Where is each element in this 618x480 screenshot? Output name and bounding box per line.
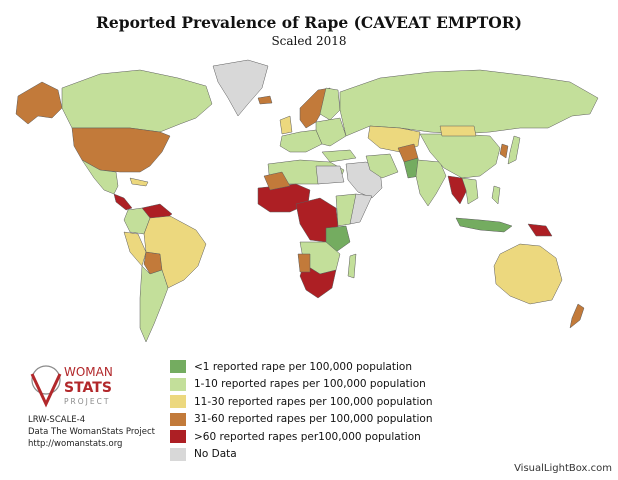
region-turkey [321, 149, 357, 163]
region-brazil [143, 215, 207, 289]
legend-item: 11-30 reported rapes per 100,000 populat… [170, 393, 432, 411]
legend-label: >60 reported rapes per100,000 population [194, 430, 421, 443]
region-namibia [297, 253, 311, 273]
region-central-america [113, 193, 133, 211]
legend-label: 11-30 reported rapes per 100,000 populat… [194, 395, 433, 408]
region-japan [507, 135, 521, 165]
region-iran [365, 153, 399, 179]
region-india [415, 159, 447, 207]
info-block: LRW-SCALE-4 Data The WomanStats Project … [28, 414, 155, 450]
region-sahel [263, 171, 291, 191]
credit-link[interactable]: VisualLightBox.com [514, 463, 612, 474]
legend-swatch [170, 395, 186, 409]
legend: <1 reported rape per 100,000 population 1… [170, 358, 432, 463]
region-indochina [461, 177, 479, 205]
region-east-africa [325, 225, 351, 253]
region-alaska [15, 81, 63, 125]
legend-swatch [170, 360, 186, 374]
logo-line1: WOMAN [64, 365, 113, 379]
region-southeast-asia [447, 175, 469, 205]
legend-item: 31-60 reported rapes per 100,000 populat… [170, 411, 432, 429]
scale-code: LRW-SCALE-4 [28, 415, 86, 425]
legend-item: <1 reported rape per 100,000 population [170, 358, 432, 376]
region-east-europe [315, 117, 347, 147]
region-southern-cone [139, 265, 169, 343]
legend-item: >60 reported rapes per100,000 population [170, 428, 432, 446]
legend-label: 1-10 reported rapes per 100,000 populati… [194, 378, 426, 391]
region-new-zealand [569, 303, 585, 329]
region-libya [315, 165, 345, 185]
legend-item: No Data [170, 446, 432, 464]
world-map-svg [15, 59, 599, 343]
source-url: http://womanstats.org [28, 439, 123, 449]
legend-item: 1-10 reported rapes per 100,000 populati… [170, 376, 432, 394]
region-png [527, 223, 553, 237]
region-indonesia [455, 217, 513, 233]
legend-swatch [170, 377, 186, 391]
region-mongolia [439, 125, 477, 137]
region-finland [319, 87, 341, 121]
region-somalia [349, 193, 373, 225]
world-map [0, 48, 618, 348]
map-title: Reported Prevalence of Rape (CAVEAT EMPT… [96, 13, 522, 32]
region-peru [123, 231, 147, 267]
logo-line3: PROJECT [64, 397, 110, 406]
region-caribbean [129, 177, 149, 187]
region-canada [61, 69, 213, 133]
region-west-europe [279, 129, 323, 153]
logo-line2: STATS [64, 380, 112, 396]
data-source: Data The WomanStats Project [28, 427, 155, 437]
map-subtitle: Scaled 2018 [271, 34, 347, 48]
region-korea [499, 143, 509, 159]
region-south-africa [299, 263, 337, 299]
legend-label: 31-60 reported rapes per 100,000 populat… [194, 413, 433, 426]
region-mexico [81, 159, 119, 195]
legend-swatch [170, 412, 186, 426]
region-australia [493, 243, 563, 305]
legend-label: No Data [194, 448, 237, 461]
region-iceland [257, 95, 273, 105]
legend-swatch [170, 430, 186, 444]
region-philippines [491, 185, 501, 205]
legend-label: <1 reported rape per 100,000 population [194, 360, 412, 373]
region-madagascar [347, 253, 357, 279]
womanstats-logo: WOMAN STATS PROJECT [30, 365, 113, 408]
region-uk [279, 115, 293, 135]
legend-swatch [170, 447, 186, 461]
region-greenland [212, 59, 269, 117]
